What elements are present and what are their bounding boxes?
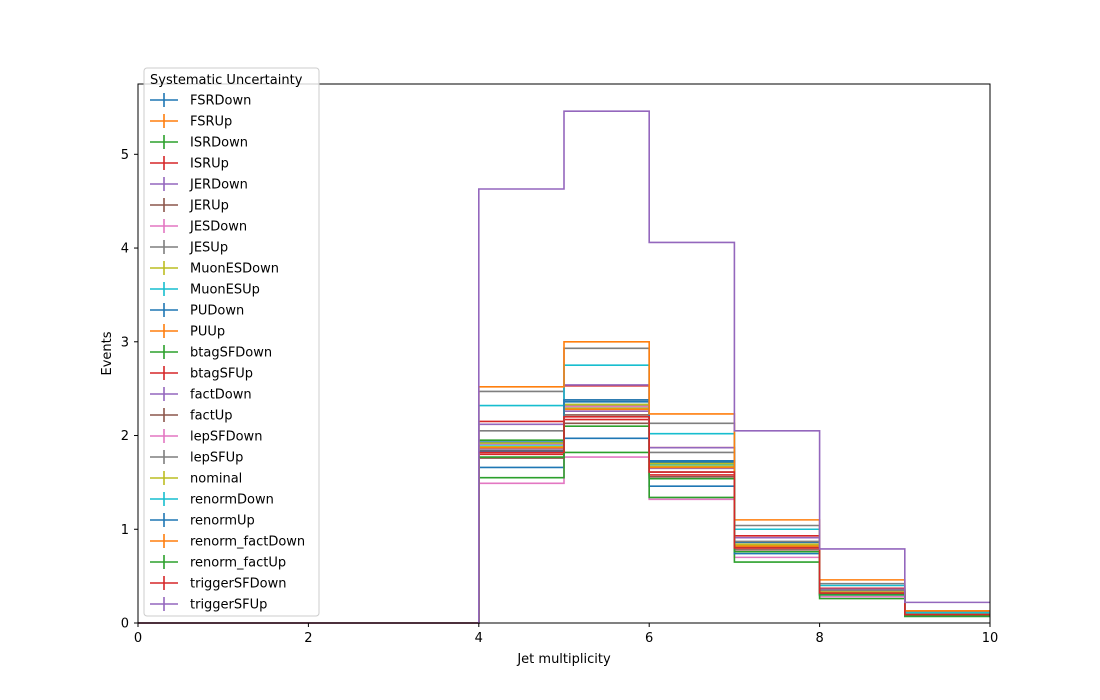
legend-label: ISRUp: [190, 157, 229, 172]
legend-label: FSRDown: [190, 94, 251, 109]
y-tick-label: 2: [121, 429, 129, 444]
legend-item: triggerSFUp: [150, 597, 267, 613]
legend-label: renormUp: [190, 514, 255, 529]
legend-item: JERUp: [150, 198, 229, 214]
y-tick-label: 4: [121, 242, 129, 257]
legend-item: JERDown: [150, 177, 248, 193]
legend-item: MuonESDown: [150, 261, 279, 277]
legend-label: triggerSFDown: [190, 577, 286, 592]
legend-item: MuonESUp: [150, 282, 260, 298]
legend-item: nominal: [150, 471, 242, 487]
legend-label: triggerSFUp: [190, 598, 267, 613]
legend-item: btagSFDown: [150, 345, 272, 361]
legend-item: lepSFDown: [150, 429, 262, 445]
legend-label: JESUp: [189, 241, 228, 256]
legend-item: PUDown: [150, 303, 244, 319]
legend-title: Systematic Uncertainty: [150, 73, 303, 88]
legend-label: nominal: [190, 472, 242, 487]
x-tick-label: 4: [475, 631, 483, 646]
legend-item: renorm_factDown: [150, 534, 305, 550]
legend-label: renorm_factUp: [190, 556, 286, 571]
legend-item: JESUp: [150, 240, 228, 256]
legend-label: FSRUp: [190, 115, 232, 130]
legend-label: lepSFDown: [190, 430, 262, 445]
legend-label: MuonESUp: [190, 283, 260, 298]
legend-label: JESDown: [189, 220, 247, 235]
legend-label: PUUp: [190, 325, 225, 340]
legend-label: renormDown: [190, 493, 274, 508]
legend-item: lepSFUp: [150, 450, 243, 466]
x-tick-label: 0: [134, 631, 142, 646]
legend-label: btagSFUp: [190, 367, 253, 382]
x-axis-ticks: 0 2 4 6 8 10: [134, 623, 998, 646]
y-tick-label: 5: [121, 148, 129, 163]
legend-item: triggerSFDown: [150, 576, 286, 592]
x-tick-label: 8: [815, 631, 823, 646]
legend-item: renormUp: [150, 513, 255, 529]
legend-item: PUUp: [150, 324, 225, 340]
legend-item: ISRUp: [150, 156, 229, 172]
y-axis-label: Events: [100, 331, 115, 375]
legend-item: factUp: [150, 408, 233, 424]
legend-item: btagSFUp: [150, 366, 253, 382]
legend-label: btagSFDown: [190, 346, 272, 361]
x-tick-label: 6: [645, 631, 653, 646]
legend-label: lepSFUp: [190, 451, 243, 466]
legend-label: factDown: [190, 388, 252, 403]
legend-item: ISRDown: [150, 135, 248, 151]
legend-item: factDown: [150, 387, 252, 403]
legend-label: renorm_factDown: [190, 535, 305, 550]
legend-label: PUDown: [190, 304, 244, 319]
legend-item: renorm_factUp: [150, 555, 286, 571]
legend-label: factUp: [190, 409, 233, 424]
legend-item: FSRUp: [150, 114, 232, 130]
legend-items: FSRDown FSRUp ISRDown ISRUp JERDown JERUp JESD…: [150, 93, 305, 613]
legend-label: JERUp: [189, 199, 229, 214]
legend-label: MuonESDown: [190, 262, 279, 277]
x-tick-label: 10: [982, 631, 999, 646]
legend-item: renormDown: [150, 492, 274, 508]
legend-label: ISRDown: [190, 136, 248, 151]
x-tick-label: 2: [304, 631, 312, 646]
legend-item: JESDown: [150, 219, 247, 235]
legend-label: JERDown: [189, 178, 248, 193]
legend: Systematic Uncertainty FSRDown FSRUp ISRDo…: [143, 67, 320, 617]
x-axis-label: Jet multiplicity: [516, 652, 611, 667]
plot-frame: [137, 83, 991, 624]
legend-box: [143, 67, 320, 617]
legend-item: FSRDown: [150, 93, 251, 109]
y-tick-label: 0: [121, 617, 129, 632]
y-tick-label: 3: [121, 335, 129, 350]
y-tick-label: 1: [121, 523, 129, 538]
y-axis-ticks: 0 1 2 3 4 5: [121, 148, 138, 632]
